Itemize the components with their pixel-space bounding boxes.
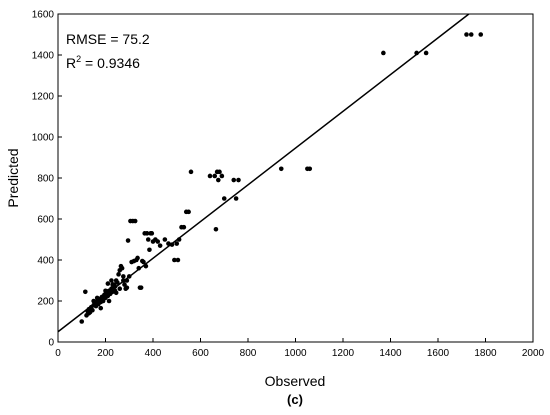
y-tick-label: 0 xyxy=(48,338,54,349)
data-point xyxy=(478,32,484,37)
data-point xyxy=(188,169,194,175)
y-tick-label: 800 xyxy=(37,174,54,185)
y-tick-label: 600 xyxy=(37,215,54,226)
x-tick-label: 800 xyxy=(240,348,257,359)
data-point xyxy=(468,32,474,37)
data-point xyxy=(174,241,180,246)
data-point xyxy=(112,288,118,294)
data-point xyxy=(278,166,284,172)
y-axis-title: Predicted xyxy=(5,148,21,207)
data-point xyxy=(90,307,95,313)
y-axis: 0 200 400 600 800 1000 1200 1400 1600 xyxy=(32,10,62,349)
data-point xyxy=(172,257,177,263)
data-point xyxy=(212,173,218,179)
y-tick-label: 1400 xyxy=(32,51,55,62)
data-point xyxy=(162,237,168,242)
data-points xyxy=(79,32,484,324)
data-point xyxy=(116,272,121,277)
x-tick-label: 1200 xyxy=(332,348,355,359)
data-point xyxy=(117,286,123,292)
x-tick-label: 1400 xyxy=(379,348,402,359)
data-point xyxy=(423,50,429,56)
x-axis-title: Observed xyxy=(265,373,326,389)
x-tick-label: 200 xyxy=(97,348,114,359)
data-point xyxy=(119,265,125,271)
fit-line xyxy=(57,13,470,333)
data-point xyxy=(186,209,191,215)
data-point xyxy=(157,243,163,248)
data-point xyxy=(233,196,239,201)
data-point xyxy=(213,226,219,232)
data-point xyxy=(307,166,313,172)
y-tick-label: 1000 xyxy=(32,133,55,144)
y-tick-label: 400 xyxy=(37,256,54,267)
x-tick-label: 1800 xyxy=(474,348,497,359)
x-tick-label: 0 xyxy=(55,348,61,359)
x-tick-label: 1600 xyxy=(427,348,450,359)
data-point xyxy=(132,218,138,224)
data-point xyxy=(141,259,146,265)
data-point xyxy=(124,285,130,290)
data-point xyxy=(236,177,241,183)
data-point xyxy=(381,50,386,56)
r2-prefix: R xyxy=(66,55,76,71)
x-tick-label: 400 xyxy=(145,348,162,359)
data-point xyxy=(83,289,88,295)
x-tick-label: 1000 xyxy=(284,348,307,359)
data-point xyxy=(175,257,181,263)
y-tick-label: 1600 xyxy=(32,10,55,21)
data-point xyxy=(464,32,469,37)
data-point xyxy=(103,288,108,294)
data-point xyxy=(144,231,150,236)
data-point xyxy=(98,305,104,311)
data-point xyxy=(91,298,96,304)
data-point xyxy=(121,274,126,279)
y-tick-label: 1200 xyxy=(32,92,55,103)
rmse-annotation: RMSE = 75.2 xyxy=(66,31,150,47)
data-point xyxy=(155,239,161,244)
data-point xyxy=(207,173,213,179)
data-point xyxy=(219,173,225,179)
data-point xyxy=(216,177,221,183)
data-point xyxy=(79,319,85,324)
data-point xyxy=(145,237,151,242)
data-point xyxy=(94,295,100,301)
data-point xyxy=(138,285,144,290)
x-axis: 0 200 400 600 800 1000 1200 1400 1600 1800 2000 xyxy=(55,338,545,359)
data-point xyxy=(106,298,112,304)
data-point xyxy=(115,280,120,285)
data-point xyxy=(149,231,155,236)
r2-suffix: = 0.9346 xyxy=(81,55,140,71)
data-point xyxy=(231,177,237,183)
r2-superscript: 2 xyxy=(76,54,81,64)
data-point xyxy=(125,238,131,243)
x-tick-label: 600 xyxy=(192,348,209,359)
data-point xyxy=(221,196,227,201)
data-point xyxy=(105,281,111,286)
data-point xyxy=(181,224,187,230)
data-point xyxy=(110,282,115,287)
data-point xyxy=(86,311,92,316)
data-point xyxy=(109,278,114,283)
data-point xyxy=(135,255,140,261)
x-tick-label: 2000 xyxy=(522,348,545,359)
panel-label: (c) xyxy=(287,392,303,407)
y-tick-label: 200 xyxy=(37,297,54,308)
data-point xyxy=(147,247,152,253)
r2-annotation: R2 = 0.9346 xyxy=(66,54,140,71)
data-point xyxy=(217,169,222,175)
